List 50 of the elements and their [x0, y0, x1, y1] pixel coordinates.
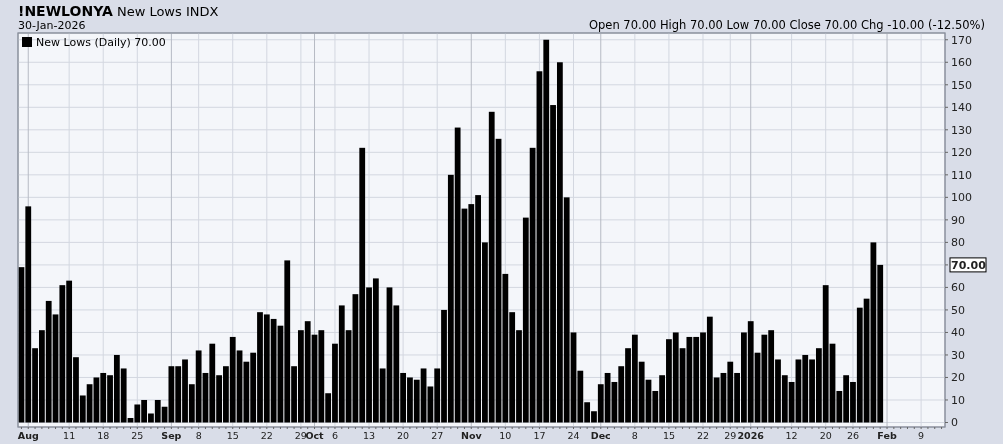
- y-tick-label: 80: [951, 236, 965, 250]
- x-tick-label: 11: [63, 430, 76, 441]
- x-tick-label: 29: [724, 430, 737, 441]
- x-tick-label: Oct: [305, 430, 325, 441]
- y-tick-label: 20: [951, 371, 965, 385]
- y-tick-label: 10: [951, 393, 965, 407]
- x-tick-label: Feb: [877, 430, 897, 441]
- x-tick-label: 24: [567, 430, 580, 441]
- y-tick-label: 60: [951, 281, 965, 295]
- x-tick-label: 15: [226, 430, 239, 441]
- x-tick-label: 12: [785, 430, 798, 441]
- x-tick-label: 20: [819, 430, 832, 441]
- x-tick-label: 29: [294, 430, 307, 441]
- x-tick-label: Nov: [460, 430, 483, 441]
- x-tick-label: 25: [131, 430, 144, 441]
- y-tick-label: 100: [951, 191, 972, 205]
- x-tick-label: Aug: [17, 430, 39, 441]
- x-tick-label: 17: [533, 430, 546, 441]
- y-tick-label: 50: [951, 303, 965, 317]
- x-tick-label: 10: [499, 430, 512, 441]
- y-tick-label: 170: [951, 33, 972, 47]
- x-tick-label: 9: [918, 430, 925, 441]
- x-tick-label: 2026: [737, 430, 765, 441]
- y-tick-label: 0: [951, 416, 958, 430]
- x-tick-label: 6: [331, 430, 338, 441]
- y-tick-label: 150: [951, 78, 972, 92]
- x-tick-label: 22: [260, 430, 273, 441]
- y-tick-label: 90: [951, 213, 965, 227]
- y-tick-label: 110: [951, 168, 972, 182]
- x-tick-label: 18: [97, 430, 110, 441]
- x-tick-label: 8: [195, 430, 202, 441]
- x-tick-label: 8: [631, 430, 638, 441]
- y-tick-label: 130: [951, 123, 972, 137]
- chart-title: !NEWLONYA New Lows INDX: [18, 3, 219, 19]
- y-tick-label: 120: [951, 146, 972, 160]
- x-tick-label: 20: [397, 430, 410, 441]
- x-tick-label: Dec: [590, 430, 611, 441]
- legend-label: New Lows (Daily) 70.00: [36, 36, 166, 49]
- x-tick-label: 27: [431, 430, 444, 441]
- text: Open 70.00 High 70.00 Low 70.00 Close 70.00 Chg -10.00 (-12.50%): [588, 18, 985, 32]
- x-tick-label: 26: [846, 430, 859, 441]
- y-tick-label: 140: [951, 101, 972, 115]
- y-tick-label: 40: [951, 326, 965, 340]
- x-tick-label: Sep: [161, 430, 182, 441]
- x-tick-label: 22: [696, 430, 710, 441]
- x-tick-label: 13: [362, 430, 376, 441]
- y-tick-label: 30: [951, 348, 965, 362]
- x-tick-label: 15: [662, 430, 675, 441]
- y-tick-label: 160: [951, 56, 972, 70]
- chart-subtitle: 30-Jan-2026: [18, 19, 86, 32]
